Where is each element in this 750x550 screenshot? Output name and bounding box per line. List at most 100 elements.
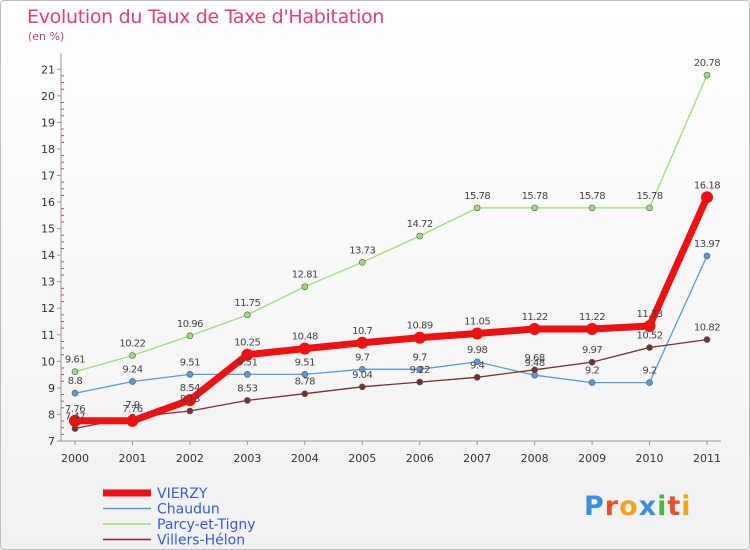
y-tick-label: 15 <box>41 223 55 236</box>
data-label: 9.2 <box>642 366 657 377</box>
data-point <box>703 252 711 260</box>
data-label: 11.22 <box>579 312 605 323</box>
data-point <box>301 283 309 291</box>
data-point <box>244 371 251 378</box>
data-label: 8.13 <box>180 394 200 405</box>
x-tick-label: 2002 <box>176 452 204 465</box>
data-point <box>586 322 599 335</box>
x-tick-label: 2009 <box>578 452 606 465</box>
data-point <box>588 379 596 386</box>
series-line <box>74 338 708 430</box>
x-tick-label: 2010 <box>636 452 664 465</box>
x-tick-label: 2005 <box>348 452 376 465</box>
data-point <box>416 232 424 240</box>
x-tick-label: 2004 <box>291 452 319 465</box>
data-label: 9.7 <box>355 352 370 363</box>
y-tick-label: 14 <box>41 249 55 262</box>
data-point <box>358 366 366 373</box>
y-tick-label: 11 <box>41 329 55 342</box>
data-label: 8.78 <box>295 377 315 388</box>
data-point <box>186 371 194 378</box>
data-point <box>71 368 79 376</box>
data-label: 9.51 <box>295 357 315 368</box>
chart-title: Evolution du Taux de Taxe d'Habitation <box>27 6 385 28</box>
data-label: 11.33 <box>636 309 662 320</box>
data-label: 11.05 <box>464 316 490 327</box>
y-tick-label: 18 <box>41 143 55 156</box>
y-tick-label: 17 <box>41 169 55 182</box>
data-point <box>473 373 481 381</box>
data-point <box>129 352 136 359</box>
data-point <box>298 342 311 355</box>
x-tick-label: 2007 <box>463 452 491 465</box>
data-label: 9.04 <box>352 370 372 381</box>
unit-label: (en %) <box>28 30 65 43</box>
data-label: 16.18 <box>694 180 720 191</box>
data-point <box>186 332 194 340</box>
data-point <box>646 379 653 386</box>
data-label: 15.78 <box>636 191 662 202</box>
data-point <box>588 204 596 212</box>
legend-label: Villers-Hélon <box>157 533 245 549</box>
data-point <box>186 407 194 415</box>
data-point <box>701 191 713 204</box>
data-label: 10.7 <box>352 326 372 337</box>
data-label: 11.75 <box>234 298 260 309</box>
data-point <box>531 366 538 374</box>
y-tick-label: 13 <box>41 276 55 289</box>
y-tick-label: 7 <box>48 435 55 448</box>
data-point <box>528 322 541 335</box>
data-label: 8.53 <box>237 383 257 394</box>
data-label: 9.98 <box>467 345 487 356</box>
data-label: 9.97 <box>582 345 602 356</box>
y-tick-label: 21 <box>41 63 55 76</box>
data-label: 8.8 <box>68 376 83 387</box>
data-point <box>301 390 309 398</box>
y-tick-label: 12 <box>41 302 55 315</box>
data-point <box>471 327 484 340</box>
y-tick-label: 9 <box>48 382 55 395</box>
data-label: 9.48 <box>525 358 545 369</box>
data-point <box>531 204 538 212</box>
data-point <box>588 358 596 366</box>
logo-letter: x <box>638 491 658 522</box>
legend-label: Parcy-et-Tigny <box>157 517 256 533</box>
proxiti-logo: Proxiti <box>584 491 692 522</box>
x-tick-label: 2001 <box>118 452 146 465</box>
data-point <box>416 378 424 386</box>
data-label: 9.7 <box>413 352 428 363</box>
data-point <box>703 71 711 79</box>
data-label: 10.22 <box>119 339 145 350</box>
data-point <box>358 259 366 266</box>
data-point <box>646 344 653 351</box>
data-point <box>301 371 309 378</box>
x-tick-label: 2006 <box>406 452 434 465</box>
series-line <box>74 74 708 373</box>
data-label: 7.47 <box>65 412 85 423</box>
x-tick-label: 2003 <box>233 452 261 465</box>
data-label: 9.51 <box>237 357 257 368</box>
data-label: 10.52 <box>636 331 662 342</box>
data-point <box>244 311 251 319</box>
data-point <box>473 358 481 366</box>
data-point <box>71 389 79 397</box>
y-tick-label: 19 <box>41 116 55 129</box>
legend-label: Chaudun <box>157 502 220 518</box>
data-label: 9.22 <box>410 365 430 376</box>
data-label: 10.25 <box>234 338 260 349</box>
data-label: 9.24 <box>122 365 142 376</box>
logo-letter: i <box>657 491 668 522</box>
data-point <box>244 397 251 404</box>
data-point <box>413 331 426 344</box>
logo-letter: t <box>667 491 682 522</box>
x-tick-label: 2000 <box>61 452 89 465</box>
y-tick-label: 20 <box>41 90 55 103</box>
data-point <box>129 378 136 385</box>
data-point <box>358 383 366 391</box>
logo-letter: o <box>619 491 639 522</box>
logo-letter: i <box>681 491 692 522</box>
data-label: 13.73 <box>349 245 375 256</box>
data-point <box>416 366 424 373</box>
